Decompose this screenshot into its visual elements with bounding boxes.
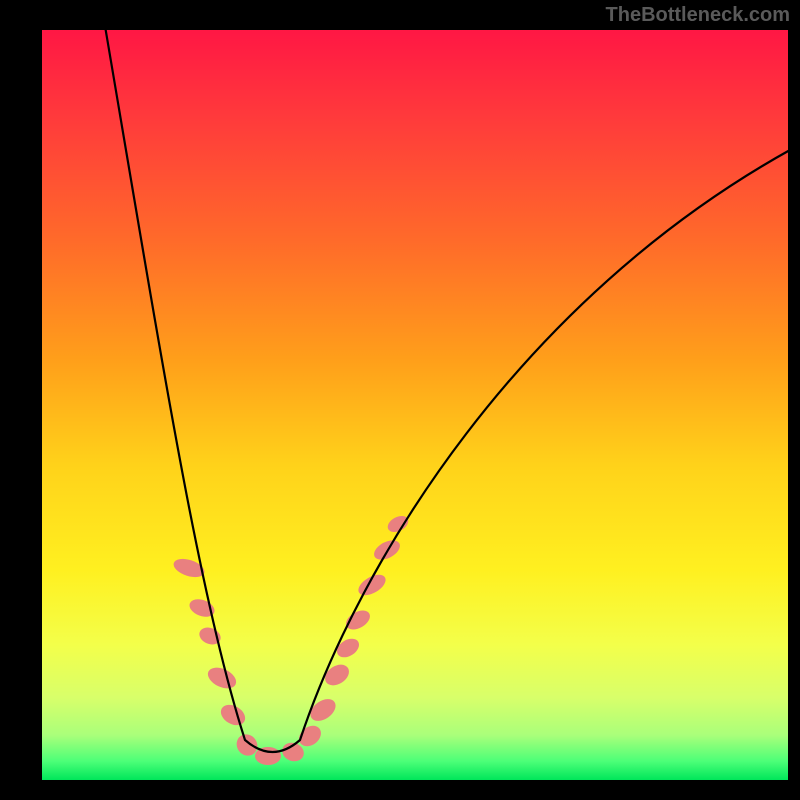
bead-marker bbox=[205, 664, 240, 693]
bead-marker bbox=[334, 635, 363, 661]
curve-layer bbox=[0, 0, 800, 800]
bead-marker bbox=[217, 701, 249, 730]
bead-marker bbox=[343, 607, 374, 634]
watermark-text: TheBottleneck.com bbox=[606, 4, 790, 27]
bead-markers bbox=[171, 513, 411, 765]
bead-marker bbox=[355, 571, 389, 600]
chart-container: TheBottleneck.com bbox=[0, 0, 800, 800]
bead-marker bbox=[321, 660, 353, 689]
